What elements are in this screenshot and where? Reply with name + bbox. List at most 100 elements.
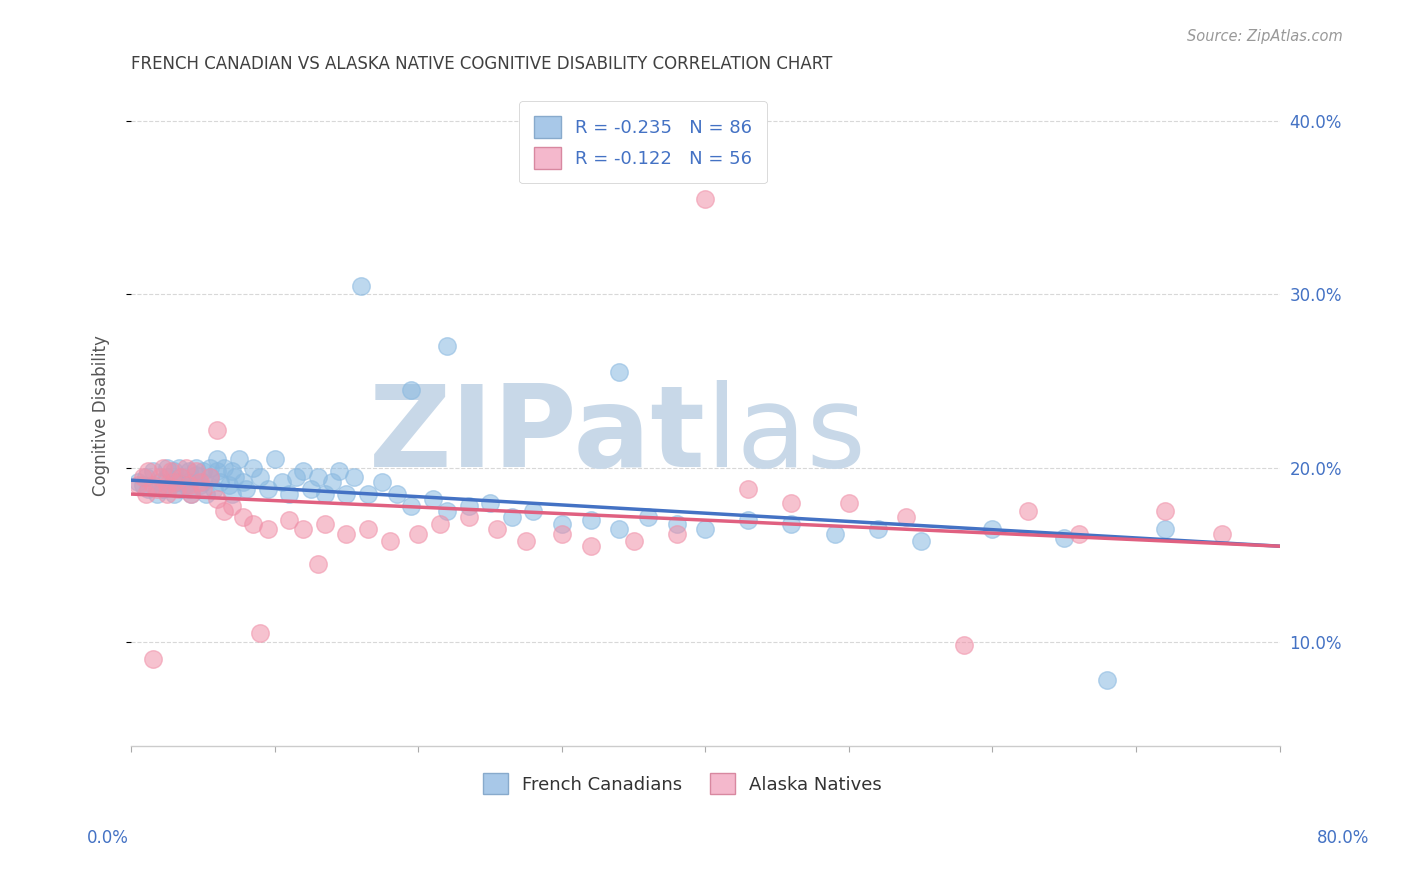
Point (204, 482, 226, 496)
Point (1153, 504, 1175, 518)
Point (838, 496, 860, 510)
Point (170, 469, 193, 483)
Point (350, 278, 373, 293)
Point (256, 522, 278, 536)
Text: ZIPat: ZIPat (368, 380, 706, 491)
Text: FRENCH CANADIAN VS ALASKA NATIVE COGNITIVE DISABILITY CORRELATION CHART: FRENCH CANADIAN VS ALASKA NATIVE COGNITI… (131, 55, 832, 73)
Point (207, 492, 229, 507)
Point (335, 527, 357, 541)
Point (163, 465, 186, 479)
Point (278, 487, 301, 501)
Point (180, 487, 202, 501)
Point (149, 469, 172, 483)
Point (896, 509, 918, 524)
Point (551, 527, 574, 541)
Point (249, 469, 271, 483)
Point (191, 465, 214, 479)
Text: Source: ZipAtlas.com: Source: ZipAtlas.com (1187, 29, 1343, 44)
Point (177, 475, 200, 489)
Point (256, 482, 278, 496)
Point (191, 482, 214, 496)
Point (174, 478, 197, 492)
Point (385, 487, 408, 501)
Point (156, 478, 179, 492)
Point (1097, 673, 1119, 687)
Point (1153, 522, 1175, 536)
Point (198, 469, 221, 483)
Point (127, 475, 149, 489)
Point (214, 504, 236, 518)
Point (695, 522, 717, 536)
Point (607, 366, 630, 380)
Point (188, 475, 211, 489)
Point (637, 509, 659, 524)
Point (824, 527, 846, 541)
Point (163, 487, 186, 501)
Point (623, 533, 645, 548)
Point (209, 475, 232, 489)
Point (436, 504, 458, 518)
Point (1053, 531, 1076, 545)
Point (180, 487, 202, 501)
Point (138, 465, 160, 479)
Point (406, 527, 429, 541)
Point (207, 465, 229, 479)
Point (551, 516, 574, 531)
Point (335, 487, 357, 501)
Point (486, 522, 509, 536)
Point (214, 461, 236, 475)
Point (780, 496, 803, 510)
Point (198, 461, 221, 475)
Point (263, 452, 285, 467)
Point (177, 465, 200, 479)
Point (515, 533, 537, 548)
Point (177, 482, 200, 496)
Point (207, 452, 229, 467)
Point (174, 461, 197, 475)
Point (579, 539, 602, 553)
Point (194, 487, 217, 501)
Point (378, 533, 401, 548)
Point (328, 465, 350, 479)
Text: 80.0%: 80.0% (1316, 829, 1369, 847)
Legend: French Canadians, Alaska Natives: French Canadians, Alaska Natives (474, 764, 891, 803)
Point (152, 461, 174, 475)
Point (299, 482, 322, 496)
Point (357, 487, 380, 501)
Point (780, 516, 803, 531)
Point (429, 516, 451, 531)
Point (152, 482, 174, 496)
Point (235, 482, 257, 496)
Point (232, 475, 254, 489)
Point (146, 482, 169, 496)
Point (170, 469, 193, 483)
Point (184, 467, 207, 482)
Point (224, 469, 246, 483)
Point (160, 465, 183, 479)
Point (866, 522, 889, 536)
Point (307, 557, 329, 571)
Point (737, 513, 759, 527)
Point (163, 475, 186, 489)
Point (249, 626, 271, 640)
Point (981, 522, 1004, 536)
Point (399, 500, 422, 514)
Point (198, 469, 221, 483)
Point (156, 469, 179, 483)
Point (134, 487, 156, 501)
Text: 0.0%: 0.0% (87, 829, 129, 847)
Point (207, 423, 229, 437)
Point (134, 469, 156, 483)
Point (221, 500, 243, 514)
Point (142, 652, 165, 666)
Point (142, 478, 165, 492)
Point (278, 513, 301, 527)
Point (399, 383, 422, 397)
Point (242, 461, 264, 475)
Point (221, 465, 243, 479)
Y-axis label: Cognitive Disability: Cognitive Disability (93, 335, 110, 496)
Point (436, 339, 458, 353)
Point (343, 469, 366, 483)
Point (579, 513, 602, 527)
Point (184, 461, 207, 475)
